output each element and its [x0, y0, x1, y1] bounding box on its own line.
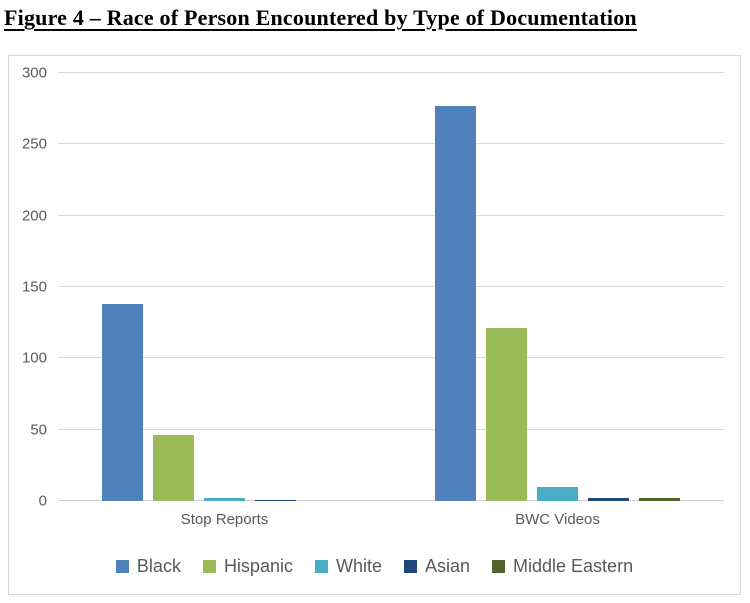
- y-tick-label-150: 150: [21, 278, 47, 296]
- y-tick-label-250: 250: [21, 135, 47, 153]
- legend-swatch-middle-eastern: [492, 560, 506, 573]
- figure-title: Figure 4 – Race of Person Encountered by…: [4, 5, 637, 30]
- gridline-100: [58, 357, 724, 359]
- legend-swatch-black: [115, 560, 129, 573]
- chart-legend: Black Hispanic White Asian Middle Eastern: [9, 556, 740, 577]
- bar-asian-stop-reports: [255, 499, 296, 501]
- x-axis-labels: Stop Reports BWC Videos: [58, 511, 724, 528]
- plot-area: 0 50 100 150 200 250 300: [22, 66, 724, 509]
- legend-item-hispanic: Hispanic: [202, 556, 293, 577]
- gridline-150: [58, 286, 724, 287]
- bar-asian-bwc-videos: [588, 498, 629, 501]
- legend-item-middle-eastern: Middle Eastern: [492, 556, 633, 577]
- bar-group-stop-reports: [58, 73, 391, 501]
- legend-swatch-hispanic: [202, 560, 216, 573]
- gridline-250: [58, 143, 724, 145]
- bar-hispanic-stop-reports: [153, 435, 194, 501]
- gridline-0: [58, 500, 724, 501]
- legend-label-white: White: [335, 556, 382, 576]
- legend-swatch-asian: [403, 560, 417, 573]
- legend-label-middle-eastern: Middle Eastern: [513, 556, 634, 576]
- y-tick-label-50: 50: [30, 421, 47, 439]
- bar-black-bwc-videos: [435, 105, 476, 501]
- legend-label-hispanic: Hispanic: [223, 556, 293, 576]
- bar-hispanic-bwc-videos: [486, 328, 527, 501]
- gridline-300: [58, 72, 724, 73]
- bar-middle-eastern-bwc-videos: [639, 498, 680, 501]
- bar-white-bwc-videos: [537, 486, 578, 501]
- bar-black-stop-reports: [102, 304, 143, 501]
- gridline-50: [58, 428, 724, 430]
- figure-title-row: Figure 4 – Race of Person Encountered by…: [0, 0, 750, 31]
- bar-group-bwc-videos: [391, 73, 724, 501]
- legend-item-black: Black: [115, 556, 181, 577]
- y-tick-label-200: 200: [21, 207, 47, 225]
- bar-white-stop-reports: [204, 498, 245, 501]
- legend-swatch-white: [314, 560, 328, 573]
- bar-groups-container: [58, 73, 724, 501]
- gridline-200: [58, 214, 724, 216]
- legend-item-white: White: [314, 556, 382, 577]
- legend-label-black: Black: [136, 556, 181, 576]
- legend-label-asian: Asian: [424, 556, 471, 576]
- y-tick-label-100: 100: [21, 349, 47, 367]
- legend-item-asian: Asian: [403, 556, 471, 577]
- y-tick-label-300: 300: [21, 64, 47, 82]
- x-category-label-stop-reports: Stop Reports: [180, 511, 269, 528]
- chart-frame: 0 50 100 150 200 250 300 Stop Reports BWC Video…: [8, 55, 741, 595]
- x-category-label-bwc-videos: BWC Videos: [515, 511, 600, 528]
- y-tick-label-0: 0: [38, 492, 47, 510]
